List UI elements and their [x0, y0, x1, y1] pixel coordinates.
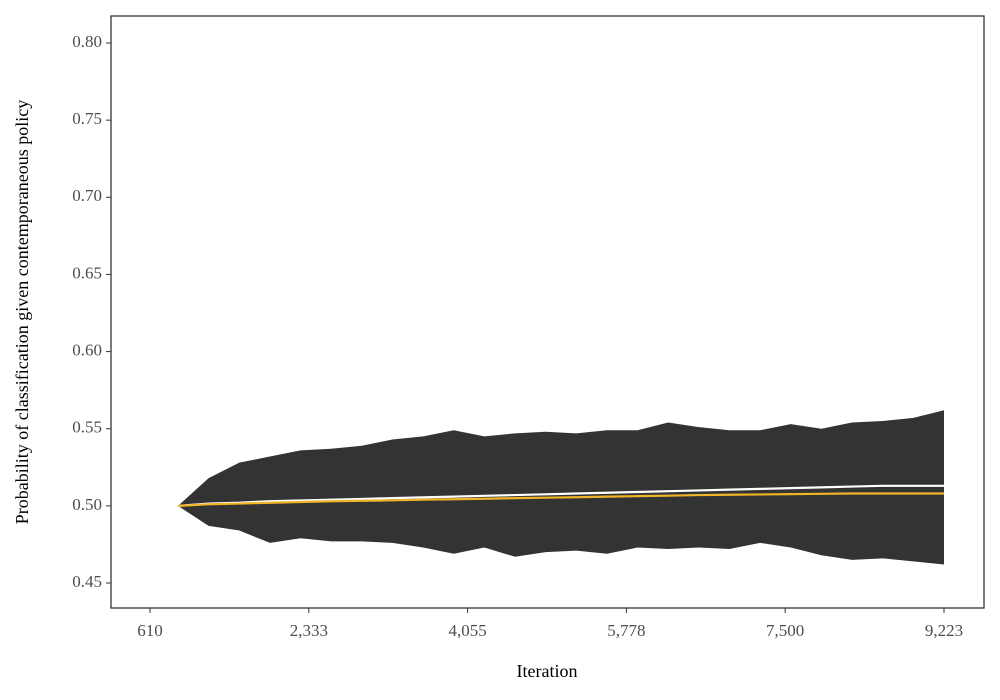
x-tick-label: 4,055	[448, 621, 486, 640]
line	[177, 484, 944, 507]
confidence-band	[178, 410, 944, 565]
y-tick-label: 0.60	[72, 340, 102, 359]
y-axis-title: Probability of classification given cont…	[12, 100, 32, 524]
line	[177, 492, 944, 507]
x-tick-label: 610	[137, 621, 163, 640]
y-tick-label: 0.70	[72, 186, 102, 205]
x-axis-title: Iteration	[517, 661, 578, 681]
y-tick-label: 0.75	[72, 109, 102, 128]
y-tick-label: 0.45	[72, 572, 102, 591]
x-tick-label: 7,500	[766, 621, 804, 640]
x-tick-label: 5,778	[607, 621, 645, 640]
y-tick-label: 0.80	[72, 32, 102, 51]
y-tick-label: 0.65	[72, 263, 102, 282]
x-tick-label: 9,223	[925, 621, 963, 640]
plot-frame	[110, 15, 985, 609]
x-tick-label: 2,333	[290, 621, 328, 640]
y-tick-label: 0.50	[72, 495, 102, 514]
y-tick-label: 0.55	[72, 418, 102, 437]
